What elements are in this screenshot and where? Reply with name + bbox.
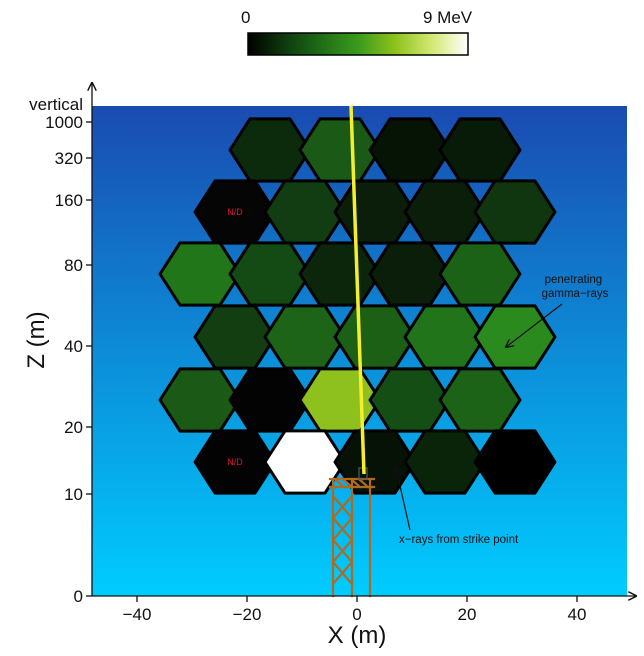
z-tick-label: 40: [64, 337, 83, 356]
lightning-tower: [328, 467, 376, 598]
detector-label: N/D: [227, 207, 243, 217]
x-tick-label: −20: [233, 605, 262, 624]
detector-hexagon: [473, 429, 557, 495]
z-tick-label: 1000: [45, 113, 83, 132]
z-tick-label: 320: [55, 149, 83, 168]
z-tick-label: 20: [64, 418, 83, 437]
x-tick-label: 0: [352, 605, 361, 624]
colorbar-gradient: [247, 32, 469, 56]
annotation-gamma-text: penetrating gamma−rays: [542, 274, 609, 300]
z-tick-label: 10: [64, 485, 83, 504]
lightning-channel: [349, 105, 366, 475]
colorbar-min-label: 0: [241, 8, 250, 27]
z-axis-label: Z (m): [23, 311, 50, 368]
annotation-gamma-line1: penetrating: [545, 274, 603, 286]
annotation-xray: x−rays from strike point: [396, 468, 519, 546]
colorbar: 0 9 MeV: [241, 8, 473, 56]
z-tick-label: 0: [74, 587, 83, 606]
x-tick-label: 20: [458, 605, 477, 624]
annotation-xray-arrow: [396, 468, 411, 531]
x-axis-label: X (m): [328, 622, 387, 649]
z-tick-label: 160: [55, 191, 83, 210]
x-tick-label: −40: [123, 605, 152, 624]
x-axis-ticks: −40 −20 0 20 40: [123, 596, 587, 624]
z-tick-label: vertical: [29, 95, 83, 114]
annotation-gamma: penetrating gamma−rays: [506, 274, 609, 347]
z-tick-label: 80: [64, 256, 83, 275]
axes: [92, 83, 636, 596]
x-tick-label: 40: [568, 605, 587, 624]
annotation-xray-text: x−rays from strike point: [399, 534, 519, 546]
detector-label: N/D: [227, 457, 243, 467]
annotation-gamma-line2: gamma−rays: [542, 288, 609, 300]
annotation-gamma-arrow: [506, 303, 563, 347]
colorbar-max-label: 9 MeV: [423, 8, 473, 27]
